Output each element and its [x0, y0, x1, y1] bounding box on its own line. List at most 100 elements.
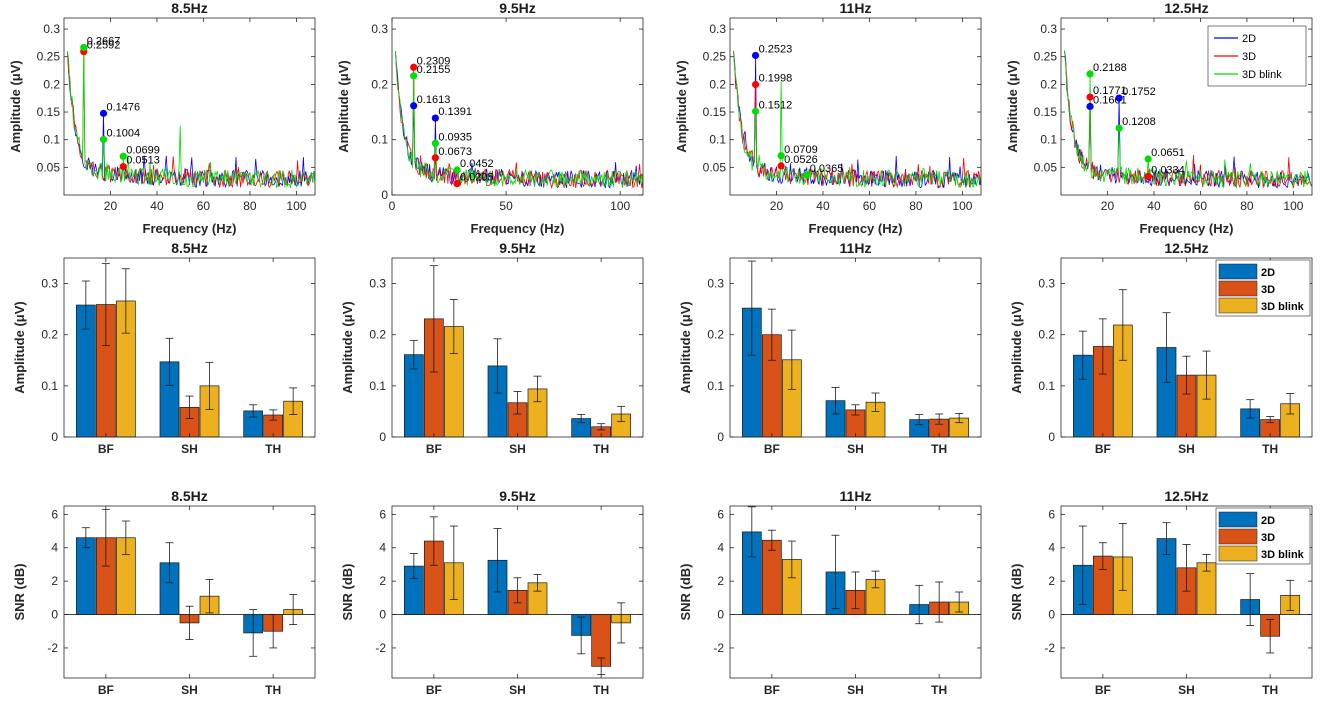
legend-label: 3D: [1261, 284, 1275, 296]
peak-label: 0.0526: [784, 154, 818, 166]
x-tick-label: 60: [1194, 199, 1208, 213]
legend-label: 2D: [1261, 515, 1275, 527]
category-label: TH: [931, 442, 947, 456]
category-label: TH: [265, 442, 281, 456]
category-label: TH: [593, 442, 609, 456]
chart-title: 12.5Hz: [1164, 488, 1208, 504]
peak-marker: [1115, 124, 1123, 132]
spectrum-legend: 2D 3D 3D blink: [1207, 25, 1307, 87]
peak-label: 0.2309: [417, 55, 451, 67]
peak-label: 0.0334: [1151, 165, 1185, 177]
y-tick-label: 0.2: [709, 77, 726, 91]
peak-marker: [431, 154, 439, 162]
y-tick-label: 0: [1048, 430, 1055, 444]
chart-title: 9.5Hz: [499, 488, 536, 504]
peak-marker: [119, 152, 127, 160]
peak-label: 0.0651: [1151, 147, 1185, 159]
y-tick-label: 0.15: [1034, 105, 1058, 119]
y-tick-label: -2: [713, 641, 724, 655]
peak-marker: [751, 51, 760, 60]
peak-label: 0.1771: [1093, 85, 1127, 97]
x-tick-label: 100: [286, 199, 306, 213]
category-label: TH: [265, 683, 281, 697]
peak-marker: [777, 162, 785, 170]
x-tick-label: 60: [197, 199, 211, 213]
legend-swatch: [1218, 297, 1258, 314]
y-tick-label: 6: [379, 507, 386, 521]
spectrum-panel-12.5Hz: 20 40 60 80 100 0.05 0.1 0.15 0.2 0.25 0.3 0.2188 0.…: [1005, 0, 1313, 236]
axes-box: [63, 17, 316, 196]
category-label: TH: [1262, 442, 1278, 456]
y-axis-label: Amplitude (μV): [674, 60, 689, 152]
x-tick-label: 80: [243, 199, 257, 213]
peak-label: 0.0205: [460, 172, 494, 184]
peak-label: 0.2592: [87, 40, 121, 52]
bar-legend: 2D 3D 3D blink: [1215, 507, 1311, 565]
x-tick-label: 100: [952, 199, 972, 213]
axes-box: [729, 17, 982, 196]
spectrum-line-2D: [67, 51, 315, 189]
y-tick-label: -2: [47, 641, 58, 655]
y-axis-label: SNR (dB): [340, 563, 355, 620]
peak-marker: [1086, 102, 1094, 111]
chart-title: 12.5Hz: [1164, 240, 1208, 256]
y-axis-label: Amplitude (μV): [336, 60, 351, 152]
y-tick-label: 0.15: [703, 105, 727, 119]
bar-panel-11Hz: BF SH TH 0 0.1 0.2 0.3 11Hz Amplitude (μV): [678, 240, 982, 456]
spectrum-traces: [67, 47, 315, 189]
peak-label: 0.1004: [107, 127, 141, 139]
category-label: TH: [1262, 683, 1278, 697]
chart-title: 12.5Hz: [1164, 0, 1208, 16]
x-tick-label: 100: [610, 199, 630, 213]
y-tick-label: 4: [51, 541, 58, 555]
bar-legend: 2D 3D 3D blink: [1215, 259, 1311, 317]
y-tick-label: 0.25: [37, 50, 61, 64]
category-label: BF: [426, 683, 442, 697]
category-label: BF: [98, 442, 114, 456]
peak-marker: [803, 171, 811, 179]
chart-title: 8.5Hz: [171, 0, 208, 16]
x-tick-label: 100: [1283, 199, 1303, 213]
x-tick-label: 60: [863, 199, 877, 213]
x-tick-label: 20: [770, 199, 784, 213]
peak-label: 0.0365: [810, 163, 844, 175]
category-label: SH: [509, 683, 526, 697]
y-tick-label: 2: [379, 574, 386, 588]
y-tick-label: 0: [379, 608, 386, 622]
spectrum-panel-11Hz: 20 40 60 80 100 0.05 0.1 0.15 0.2 0.25 0.3 0.2523 0.…: [674, 0, 982, 236]
x-tick-label: 50: [499, 199, 513, 213]
y-axis-label: Amplitude (μV): [12, 301, 27, 393]
chart-title: 11Hz: [840, 488, 872, 504]
y-tick-label: 0: [379, 430, 386, 444]
category-label: BF: [426, 442, 442, 456]
peak-marker: [1144, 155, 1152, 163]
y-tick-label: 0.1: [709, 133, 726, 147]
peak-marker: [410, 102, 418, 110]
y-axis-label: SNR (dB): [678, 563, 693, 620]
y-tick-label: 0.1: [1040, 133, 1057, 147]
peak-marker: [410, 63, 418, 71]
y-axis-label: Amplitude (μV): [340, 301, 355, 393]
y-tick-label: 0.3: [1040, 22, 1057, 36]
peak-marker: [453, 180, 461, 188]
peak-label: 0.2188: [1093, 62, 1127, 74]
legend-label: 3D blink: [1242, 69, 1282, 81]
chart-title: 9.5Hz: [499, 0, 536, 16]
y-tick-label: 0.25: [703, 50, 727, 64]
y-tick-label: 0.2: [43, 77, 60, 91]
y-tick-label: 0.05: [1034, 160, 1058, 174]
legend-label: 3D blink: [1261, 549, 1305, 561]
chart-title: 11Hz: [840, 240, 872, 256]
peak-label: 0.0673: [438, 146, 472, 158]
peak-label: 0.1512: [759, 99, 793, 111]
x-tick-label: 40: [150, 199, 164, 213]
peak-marker: [1086, 93, 1094, 101]
peak-marker: [410, 72, 418, 80]
y-tick-label: 4: [717, 541, 724, 555]
y-tick-label: 0: [1048, 608, 1055, 622]
peak-marker: [99, 109, 108, 117]
x-axis-label: Frequency (Hz): [1140, 221, 1234, 236]
axes-box: [1060, 17, 1313, 196]
plot-area: [64, 18, 315, 195]
